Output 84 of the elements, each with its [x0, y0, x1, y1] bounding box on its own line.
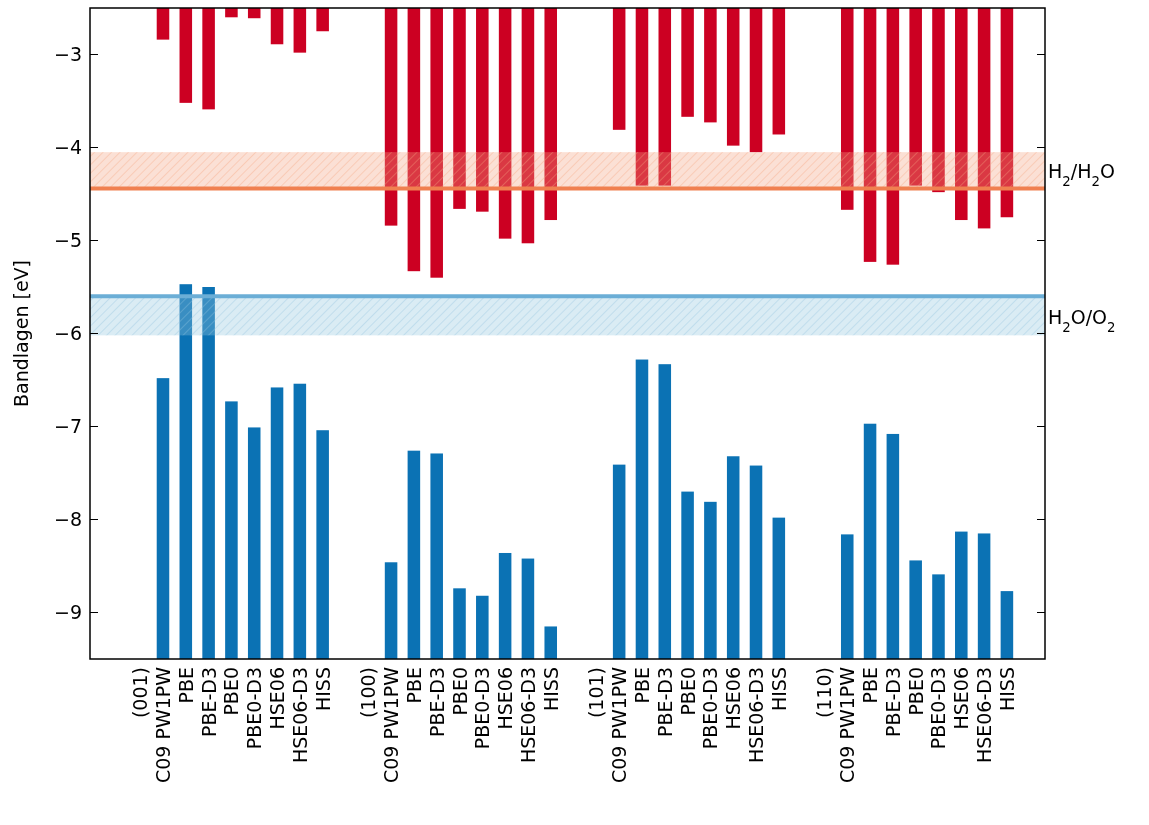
bar: [544, 626, 558, 659]
bar: [270, 387, 284, 659]
bar: [225, 401, 238, 659]
bar: [863, 423, 877, 659]
x-tick-label: HISS: [767, 667, 790, 712]
x-tick-label: PBE0-D3: [927, 667, 950, 750]
bar: [316, 430, 329, 659]
x-tick-label: PBE0: [448, 667, 471, 716]
bar: [749, 465, 763, 659]
bar: [704, 501, 717, 659]
x-tick-label: PBE: [174, 667, 197, 704]
bar: [932, 574, 945, 659]
y-tick-label: −8: [53, 508, 82, 531]
bar: [156, 378, 170, 659]
x-tick-label: HSE06: [722, 667, 745, 730]
x-tick-label: (100) C09 PW1PW: [357, 666, 403, 784]
bar: [886, 433, 900, 659]
y-tick-label: −6: [53, 322, 82, 345]
bar: [453, 588, 466, 659]
bar: [772, 8, 786, 135]
x-tick-label: PBE-D3: [881, 667, 904, 738]
bar: [202, 8, 215, 110]
band-label: H$_{2}$/H$_{2}$O: [1048, 160, 1115, 189]
x-tick-label: PBE0: [220, 667, 243, 716]
band-label: H$_{2}$O/O$_{2}$: [1048, 305, 1116, 335]
y-tick-label: −7: [53, 415, 82, 438]
x-tick-label: PBE-D3: [425, 667, 448, 738]
x-tick-label: PBE0-D3: [699, 667, 722, 750]
bar: [247, 427, 261, 659]
x-tick-label: PBE: [859, 667, 882, 704]
y-axis-title: Bandlagen [eV]: [10, 259, 32, 408]
bar: [498, 552, 512, 659]
y-tick-label: −4: [53, 136, 82, 159]
bar: [704, 8, 717, 123]
x-tick-label: HISS: [539, 667, 562, 712]
bar: [1000, 591, 1014, 659]
x-tick-label: HISS: [995, 667, 1018, 712]
bar: [658, 364, 672, 659]
bar: [316, 8, 329, 32]
x-tick-label: (001) C09 PW1PW: [128, 666, 174, 784]
bar: [955, 531, 968, 659]
x-tick-label: HSE06: [950, 667, 973, 730]
bar: [384, 562, 398, 659]
bar: [612, 464, 626, 659]
bar: [681, 8, 694, 117]
bar: [156, 8, 170, 40]
x-tick-label: HSE06-D3: [745, 667, 768, 764]
bar: [772, 517, 786, 659]
bar: [977, 533, 991, 659]
x-tick-label: PBE0-D3: [243, 667, 266, 750]
x-tick-label: (110) C09 PW1PW: [813, 666, 859, 784]
y-tick-label: −5: [53, 229, 82, 252]
x-tick-label: HSE06-D3: [288, 667, 311, 764]
bar: [270, 8, 284, 45]
bar: [293, 383, 307, 659]
y-tick-label: −9: [53, 601, 82, 624]
y-tick-label: −3: [53, 43, 82, 66]
bar: [430, 453, 443, 659]
x-tick-label: PBE-D3: [653, 667, 676, 738]
x-tick-label: PBE: [402, 667, 425, 704]
x-tick-label: HSE06: [494, 667, 517, 730]
bar: [909, 560, 922, 659]
x-tick-label: (101) C09 PW1PW: [585, 666, 631, 784]
x-tick-label: HSE06-D3: [516, 667, 539, 764]
bar: [726, 456, 740, 659]
bar: [476, 595, 489, 659]
x-tick-label: PBE: [630, 667, 653, 704]
x-tick-label: HISS: [311, 667, 334, 712]
bar: [726, 8, 740, 146]
bar: [840, 534, 854, 659]
x-tick-label: PBE0-D3: [471, 667, 494, 750]
bar: [681, 491, 694, 659]
x-tick-label: HSE06: [266, 667, 289, 730]
bar: [179, 8, 193, 103]
x-tick-label: PBE0: [904, 667, 927, 716]
bar: [407, 450, 421, 659]
bar: [521, 558, 535, 659]
x-tick-label: PBE-D3: [197, 667, 220, 738]
bar: [749, 8, 763, 153]
x-tick-label: PBE0: [676, 667, 699, 716]
bar: [612, 8, 626, 130]
x-tick-label: HSE06-D3: [973, 667, 996, 764]
bar: [635, 359, 649, 659]
bar: [293, 8, 307, 53]
